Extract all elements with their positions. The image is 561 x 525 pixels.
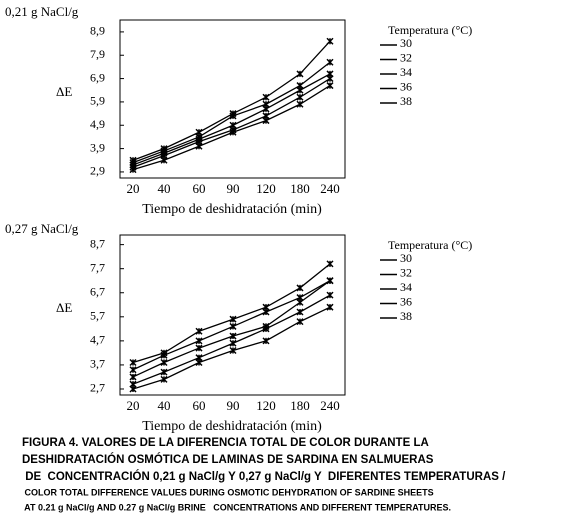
x-tick-label: 90 [227,398,240,413]
marker [326,37,334,45]
marker [195,337,203,345]
marker [129,373,137,381]
y-tick-label: 2,9 [90,164,105,178]
marker [229,332,237,340]
marker [195,128,203,136]
x-tick-label: 60 [193,398,206,413]
marker [296,284,304,292]
legend-label: 30 [400,36,412,50]
marker [195,354,203,362]
x-axis-label: Tiempo de deshidratación (min) [142,419,322,434]
marker [262,112,270,120]
marker [326,291,334,299]
caption-line: DE CONCENTRACIÓN 0,21 g NaCl/g Y 0,27 g … [22,470,506,483]
x-tick-label: 40 [158,398,171,413]
marker [229,339,237,347]
marker [129,380,137,388]
marker [326,82,334,90]
y-tick-label: 6,7 [90,284,105,298]
x-tick-label: 20 [127,398,140,413]
legend-label: 38 [400,94,412,108]
caption-line: FIGURA 4. VALORES DE LA DIFERENCIA TOTAL… [22,437,429,449]
y-tick-label: 2,7 [90,381,105,395]
y-tick-label: 3,7 [90,357,105,371]
legend-label: 32 [400,50,412,64]
marker [195,327,203,335]
marker [229,110,237,118]
legend-title: Temperatura (°C) [388,238,472,252]
marker [160,358,168,367]
y-axis-label: ΔE [56,300,72,315]
y-tick-label: 3,9 [90,140,105,154]
x-tick-label: 120 [256,181,276,196]
x-tick-label: 120 [256,398,276,413]
x-tick-label: 40 [158,181,171,196]
marker [296,308,304,316]
marker [296,100,304,108]
x-axis-label: Tiempo de deshidratación (min) [142,202,322,217]
marker [129,366,137,374]
plot-frame [119,234,346,396]
marker [160,349,168,357]
marker [229,315,237,323]
marker [296,70,304,78]
marker [262,337,270,345]
marker [326,260,334,268]
x-tick-label: 180 [290,398,310,413]
y-tick-label: 4,9 [90,117,105,131]
series-line [132,40,331,161]
legend-label: 32 [400,265,412,279]
subtitle: 0,21 g NaCl/g [5,4,79,19]
marker [326,58,334,66]
x-tick-label: 180 [290,181,310,196]
y-tick-label: 7,9 [90,47,105,61]
x-tick-label: 20 [127,181,140,196]
y-tick-label: 6,9 [90,70,105,84]
x-tick-label: 60 [193,181,206,196]
y-tick-label: 7,7 [90,260,105,274]
legend-label: 38 [400,309,412,323]
marker [229,322,237,330]
y-tick-label: 4,7 [90,333,105,347]
legend-label: 36 [400,294,412,308]
legend-label: 34 [400,65,412,79]
legend-label: 36 [400,79,412,93]
x-tick-label: 240 [320,181,340,196]
marker [229,121,237,129]
marker [326,303,334,311]
marker [160,375,168,383]
marker [262,100,270,108]
marker [326,70,334,78]
caption-line: COLOR TOTAL DIFFERENCE VALUES DURING OSM… [22,487,434,497]
legend-label: 30 [400,251,412,265]
marker [195,344,203,352]
legend-title: Temperatura (°C) [388,23,472,37]
y-tick-label: 8,7 [90,236,105,250]
marker [129,358,137,367]
marker [296,82,304,90]
marker [229,346,237,355]
legend-label: 34 [400,280,412,294]
marker [160,368,168,376]
x-tick-label: 240 [320,398,340,413]
marker [262,322,270,330]
marker [326,277,334,285]
caption-line: DESHIDRATACIÓN OSMÓTICA DE LAMINAS DE SA… [22,453,434,466]
plot-frame [119,19,346,179]
marker [262,93,270,101]
marker [296,294,304,302]
y-axis-label: ΔE [56,84,72,99]
subtitle: 0,27 g NaCl/g [5,221,79,236]
marker [129,156,137,164]
x-tick-label: 90 [227,181,240,196]
y-tick-label: 8,9 [90,24,105,38]
marker [160,145,168,153]
marker [296,93,304,101]
caption-line: AT 0.21 g NaCl/g AND 0.27 g NaCl/g BRINE… [22,502,451,512]
y-tick-label: 5,7 [90,309,105,323]
marker [262,303,270,311]
y-tick-label: 5,9 [90,94,105,108]
marker [296,318,304,326]
